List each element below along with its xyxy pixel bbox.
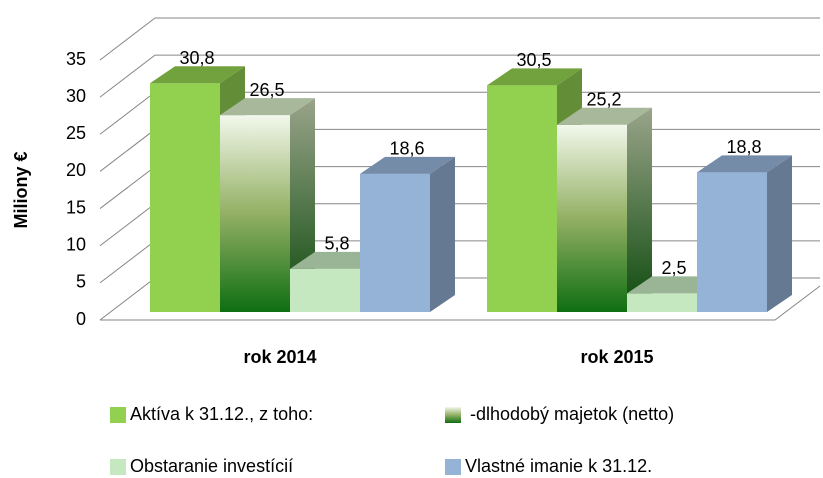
- y-tick-label: 30: [66, 86, 86, 106]
- bar: [360, 173, 430, 312]
- legend-swatch: [445, 407, 461, 423]
- legend-label: -dlhodobý majetok (netto): [465, 404, 674, 424]
- bar-top: [557, 107, 652, 125]
- data-label: 5,8: [324, 234, 349, 254]
- bar-side: [430, 156, 455, 312]
- bar: [150, 83, 220, 312]
- bar: [290, 268, 360, 312]
- y-tick-label: 25: [66, 123, 86, 143]
- y-tick-label: 15: [66, 197, 86, 217]
- x-tick-label: rok 2014: [243, 347, 316, 367]
- data-label: 18,8: [726, 137, 761, 157]
- legend-label: Vlastné imanie k 31.12.: [465, 456, 652, 476]
- y-tick-label: 5: [76, 272, 86, 292]
- y-tick-label: 20: [66, 160, 86, 180]
- bar-side: [767, 155, 792, 312]
- legend-swatch: [110, 459, 126, 475]
- legend-label: Obstaranie investícií: [130, 456, 293, 476]
- floor: [100, 285, 821, 321]
- bar: [697, 172, 767, 312]
- bar-top: [360, 156, 455, 174]
- y-tick-label: 0: [76, 309, 86, 329]
- x-tick-label: rok 2015: [580, 347, 653, 367]
- data-label: 25,2: [586, 90, 621, 110]
- y-axis-label: Miliony €: [11, 151, 31, 228]
- bar-top: [220, 98, 315, 116]
- bar: [487, 85, 557, 312]
- bar: [557, 124, 627, 312]
- data-label: 30,8: [179, 48, 214, 68]
- legend-swatch: [110, 407, 126, 423]
- y-tick-label: 35: [66, 49, 86, 69]
- bar: [220, 115, 290, 313]
- data-label: 26,5: [249, 80, 284, 100]
- data-label: 30,5: [516, 50, 551, 70]
- y-tick-label: 10: [66, 234, 86, 254]
- data-label: 2,5: [661, 258, 686, 278]
- legend-swatch: [445, 459, 461, 475]
- legend-label: Aktíva k 31.12., z toho:: [130, 404, 313, 424]
- bar-top: [697, 155, 792, 173]
- data-label: 18,6: [389, 139, 424, 159]
- grid-line: [99, 54, 820, 98]
- bar-top: [150, 66, 245, 84]
- grid-line: [99, 17, 820, 61]
- bar-top: [487, 68, 582, 86]
- bar: [627, 293, 697, 312]
- bar-side: [627, 107, 652, 312]
